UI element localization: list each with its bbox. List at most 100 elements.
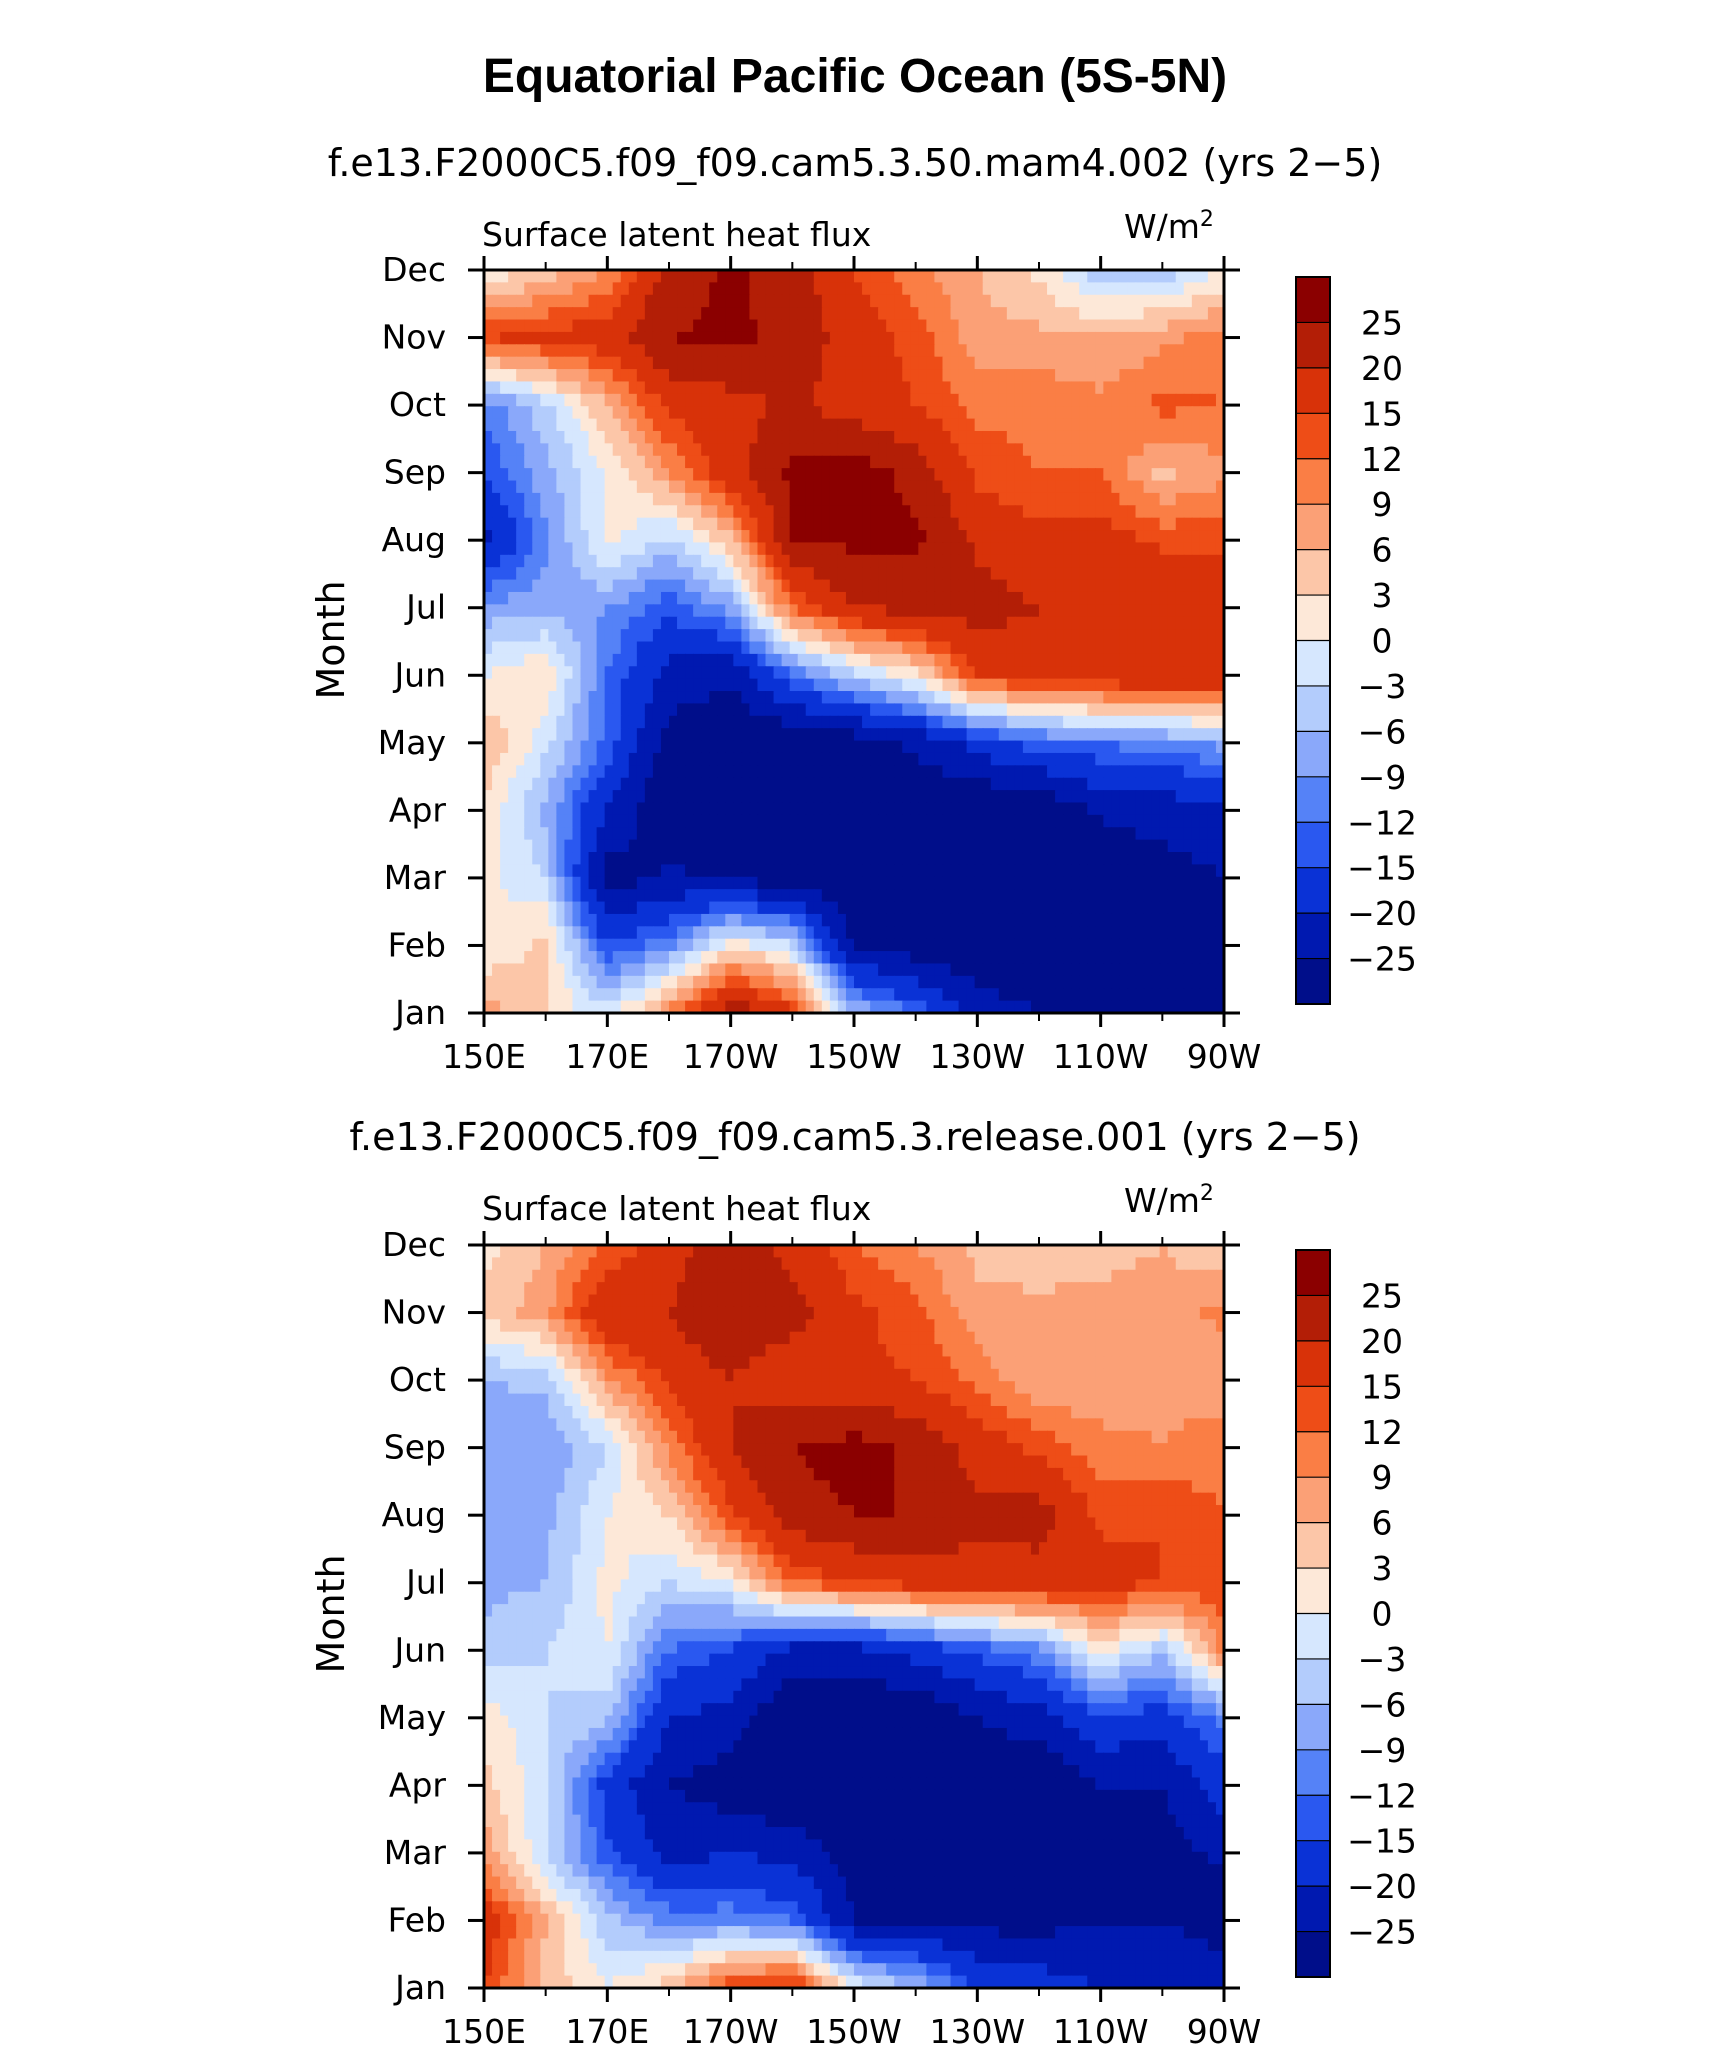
contour-cell [484, 926, 493, 940]
contour-cell [516, 752, 525, 767]
contour-cell [1191, 604, 1201, 618]
contour-cell [580, 418, 590, 432]
contour-cell [628, 703, 638, 717]
contour-cell [612, 455, 622, 469]
contour-cell [797, 777, 807, 791]
contour-cell [886, 777, 895, 791]
contour-cell [1095, 443, 1105, 457]
contour-cell [1071, 430, 1080, 445]
contour-cell [773, 666, 783, 680]
contour-cell [902, 777, 911, 791]
contour-cell [1175, 282, 1185, 296]
contour-cell [813, 530, 823, 544]
contour-cell [484, 864, 493, 878]
contour-cell [701, 876, 710, 890]
contour-cell [1055, 455, 1064, 469]
contour-cell [934, 579, 944, 593]
contour-cell [990, 728, 1000, 742]
contour-cell [974, 418, 984, 432]
contour-cell [1087, 889, 1096, 903]
contour-cell [1183, 406, 1193, 420]
contour-cell [773, 901, 783, 915]
contour-cell [870, 393, 879, 407]
contour-cell [789, 802, 799, 816]
contour-cell [1175, 344, 1185, 358]
contour-cell [950, 517, 960, 531]
contour-cell [556, 901, 566, 915]
contour-cell [685, 406, 694, 420]
contour-cell [1175, 926, 1185, 940]
contour-cell [1039, 282, 1048, 296]
contour-cell [773, 876, 783, 890]
contour-cell [1215, 839, 1225, 853]
contour-cell [1159, 765, 1169, 779]
contour-cell [1135, 356, 1145, 370]
contour-cell [1039, 393, 1048, 407]
contour-cell [1207, 864, 1217, 878]
contour-cell [878, 480, 887, 494]
contour-cell [733, 319, 743, 333]
contour-cell [797, 492, 807, 506]
contour-cell [580, 530, 590, 544]
contour-cell [894, 913, 903, 928]
contour-cell [1175, 542, 1185, 556]
contour-cell [1063, 542, 1072, 556]
contour-cell [1030, 790, 1040, 804]
contour-cell [564, 616, 574, 630]
contour-cell [636, 344, 646, 358]
contour-cell [862, 331, 871, 345]
contour-cell [484, 876, 493, 890]
contour-cell [1167, 827, 1177, 841]
contour-cell [492, 802, 501, 816]
contour-cell [1022, 678, 1032, 692]
contour-cell [805, 852, 815, 866]
contour-cell [540, 740, 550, 754]
contour-cell [484, 393, 493, 407]
contour-cell [540, 666, 550, 680]
contour-cell [709, 913, 718, 928]
contour-cell [974, 678, 984, 692]
contour-cell [1030, 653, 1040, 667]
contour-cell [974, 319, 984, 333]
contour-cell [548, 381, 558, 395]
contour-cell [612, 319, 622, 333]
contour-cell [934, 344, 944, 358]
contour-cell [628, 418, 638, 432]
contour-cell [829, 604, 839, 618]
contour-cell [886, 517, 895, 531]
contour-cell [1095, 369, 1105, 383]
contour-cell [693, 381, 702, 395]
contour-cell [813, 430, 823, 445]
contour-cell [588, 864, 598, 878]
contour-cell [1127, 728, 1137, 742]
contour-cell [652, 319, 662, 333]
contour-cell [701, 307, 710, 321]
contour-cell [982, 567, 992, 581]
contour-cell [725, 678, 735, 692]
contour-cell [910, 567, 920, 581]
contour-cell [1047, 752, 1056, 767]
contour-cell [894, 567, 903, 581]
contour-cell [620, 530, 630, 544]
contour-cell [685, 492, 694, 506]
contour-cell [870, 715, 879, 729]
contour-cell [580, 926, 590, 940]
contour-cell [854, 691, 863, 705]
contour-cell [508, 802, 517, 816]
contour-cell [918, 270, 928, 284]
contour-cell [564, 901, 574, 915]
contour-cell [1183, 926, 1193, 940]
contour-cell [1103, 492, 1113, 506]
contour-cell [1006, 629, 1016, 643]
contour-cell [878, 765, 887, 779]
contour-cell [829, 641, 839, 655]
contour-cell [1087, 901, 1096, 915]
contour-cell [725, 666, 735, 680]
contour-cell [1159, 530, 1169, 544]
contour-cell [669, 678, 678, 692]
contour-cell [540, 852, 550, 866]
contour-cell [580, 505, 590, 519]
contour-cell [982, 728, 992, 742]
contour-cell [958, 505, 968, 519]
contour-cell [644, 393, 654, 407]
